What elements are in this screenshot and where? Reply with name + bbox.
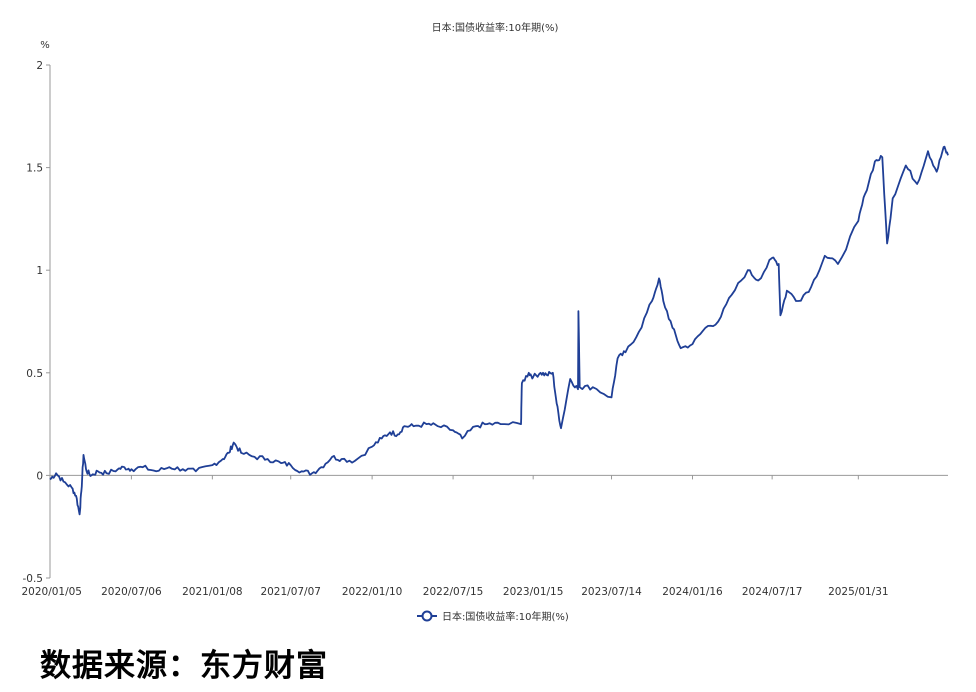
series-layer <box>49 145 949 516</box>
y-tick-label: 0 <box>36 470 43 482</box>
x-tick-label: 2023/01/15 <box>503 586 564 598</box>
x-tick-label: 2021/07/07 <box>260 586 321 598</box>
series-line-jgb-10y <box>49 145 949 516</box>
legend-label: 日本:国债收益率:10年期(%) <box>442 610 569 623</box>
x-tick-label: 2022/01/10 <box>342 586 403 598</box>
y-tick-label: 1 <box>36 265 43 277</box>
legend-marker-icon <box>421 610 433 622</box>
x-tick-label: 2023/07/14 <box>581 586 642 598</box>
x-tick-label: 2024/01/16 <box>662 586 723 598</box>
legend[interactable]: 日本:国债收益率:10年期(%) <box>417 610 569 623</box>
x-tick-label: 2024/07/17 <box>742 586 803 598</box>
chart-title: 日本:国债收益率:10年期(%) <box>432 21 559 34</box>
y-tick-label: 2 <box>36 60 43 72</box>
y-tick-label: -0.5 <box>23 573 44 585</box>
x-tick-label: 2020/07/06 <box>101 586 162 598</box>
x-tick-label: 2025/01/31 <box>828 586 889 598</box>
x-tick-label: 2021/01/08 <box>182 586 243 598</box>
y-tick-label: 1.5 <box>26 163 43 175</box>
source-caption: 数据来源：东方财富 <box>40 648 328 684</box>
y-axis-unit-label: % <box>40 40 50 51</box>
x-tick-label: 2020/01/05 <box>21 586 82 598</box>
y-axis: -0.5 0 0.5 1 1.5 2 <box>23 60 51 585</box>
x-axis: 2020/01/05 2020/07/06 2021/01/08 2021/07/07… <box>21 474 948 598</box>
x-tick-label: 2022/07/15 <box>423 586 484 598</box>
y-tick-label: 0.5 <box>26 368 43 380</box>
